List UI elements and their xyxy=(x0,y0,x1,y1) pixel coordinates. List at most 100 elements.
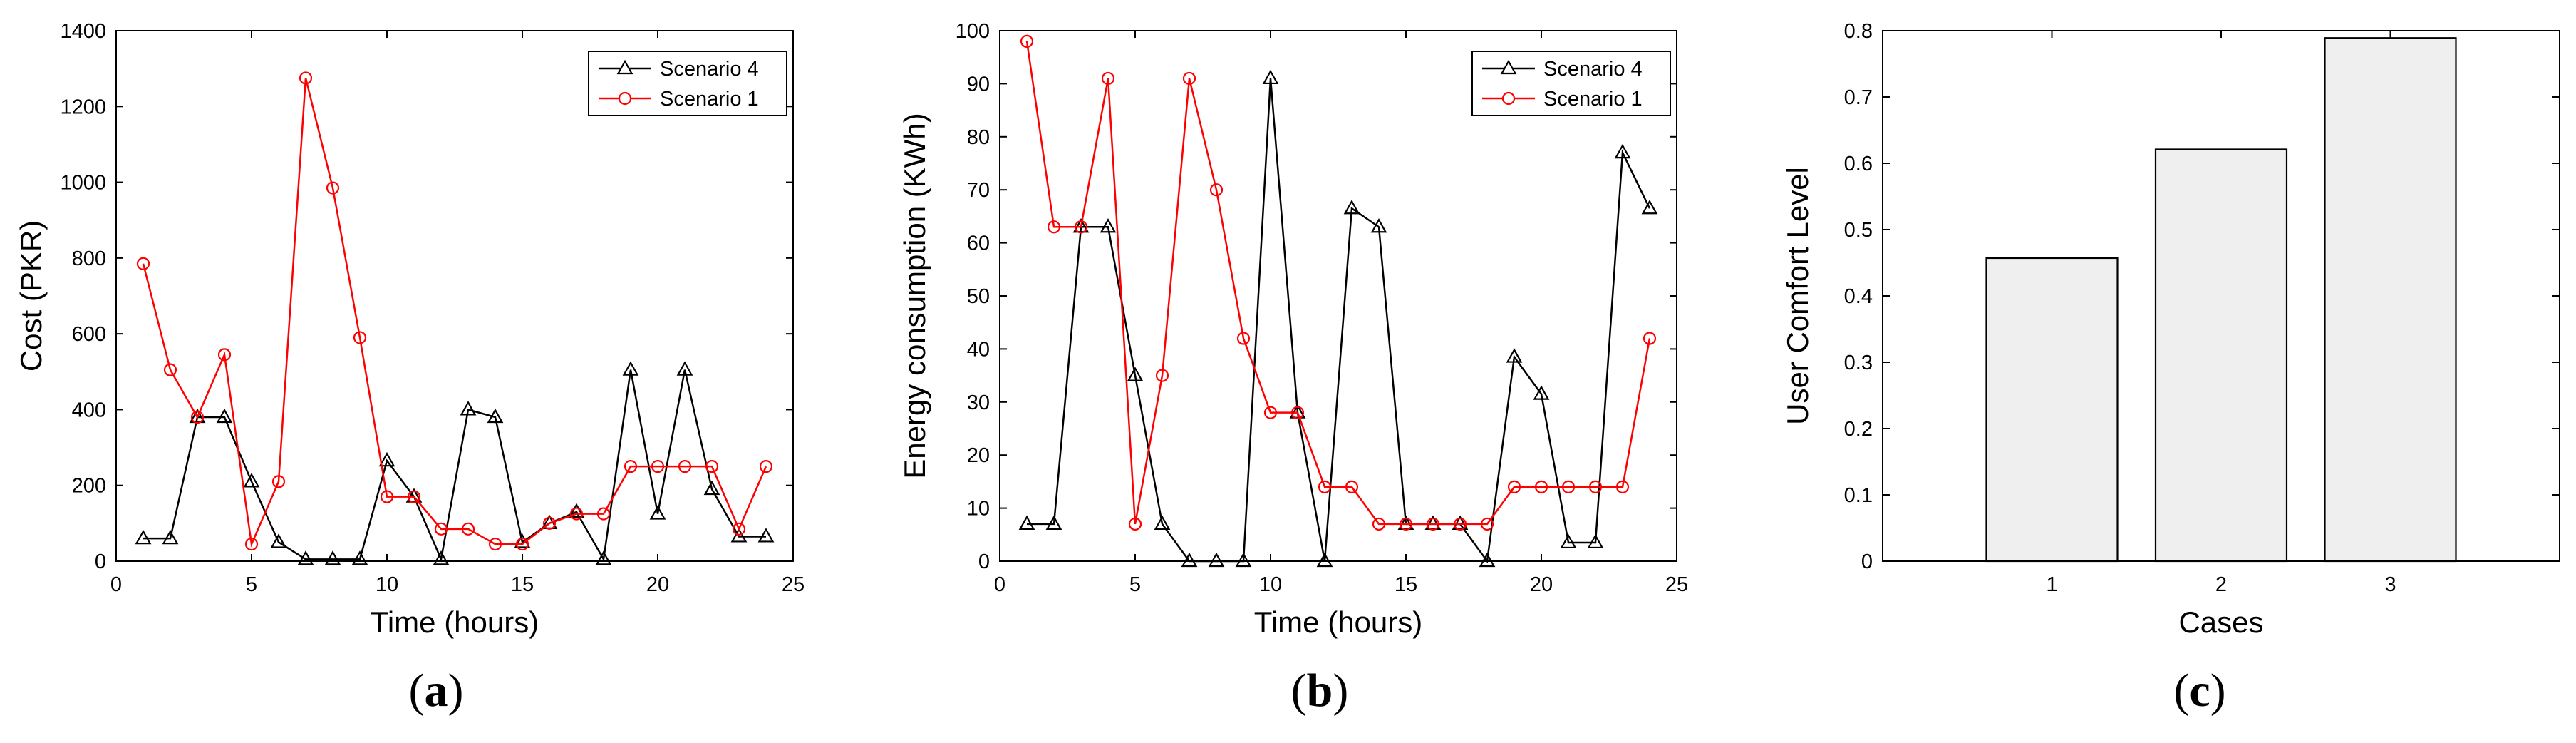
data-point-scenario-1 xyxy=(542,516,557,530)
data-point-scenario-1 xyxy=(1480,517,1494,531)
y-tick-label: 10 xyxy=(967,498,990,521)
data-point-scenario-1 xyxy=(1209,183,1224,197)
y-axis-label: User Comfort Level xyxy=(1781,167,1814,425)
data-point-scenario-1 xyxy=(705,460,719,473)
data-point-scenario-4 xyxy=(1506,348,1523,363)
caption-open-paren: ( xyxy=(1291,665,1307,717)
data-point-scenario-1 xyxy=(1047,220,1061,234)
panel-caption-b: (b) xyxy=(1291,665,1349,717)
data-point-scenario-4 xyxy=(568,503,585,518)
y-tick-label: 40 xyxy=(967,338,990,361)
data-point-scenario-4 xyxy=(622,361,639,376)
data-point-scenario-1 xyxy=(732,522,746,536)
x-tick-label: 20 xyxy=(1530,573,1553,596)
data-point-scenario-1 xyxy=(1507,480,1521,493)
data-point-scenario-1 xyxy=(244,537,259,551)
data-point-scenario-4 xyxy=(270,533,287,548)
y-tick-label: 0.7 xyxy=(1844,86,1873,109)
data-point-scenario-4 xyxy=(487,408,504,424)
data-point-scenario-1 xyxy=(190,410,205,424)
data-point-scenario-4 xyxy=(1343,199,1360,215)
bar-case-1 xyxy=(1985,257,2119,563)
legend-marker-triangle xyxy=(1500,59,1517,75)
data-point-scenario-4 xyxy=(1614,143,1631,159)
y-tick-label: 0.6 xyxy=(1844,153,1873,175)
x-tick-label: 0 xyxy=(110,573,122,596)
y-tick-labels: 0 200 400 600 800 1000 1200 1400 xyxy=(60,20,793,573)
data-point-scenario-4 xyxy=(324,550,341,565)
x-tick-label: 15 xyxy=(1395,573,1417,596)
data-point-scenario-1 xyxy=(624,460,638,473)
x-tick-labels: 0 5 10 15 20 25 xyxy=(994,31,1688,596)
data-point-scenario-1 xyxy=(1453,517,1467,531)
y-tick-label: 70 xyxy=(967,179,990,202)
axes-frame xyxy=(999,30,1677,562)
axes-frame xyxy=(115,30,794,562)
data-point-scenario-4 xyxy=(460,401,477,416)
y-tick-label: 800 xyxy=(72,247,106,270)
caption-letter: b xyxy=(1307,665,1333,717)
y-tick-label: 0.4 xyxy=(1844,285,1873,308)
legend-marker xyxy=(618,91,632,106)
legend-box xyxy=(588,51,787,116)
data-point-scenario-1 xyxy=(488,537,502,551)
data-point-scenario-1 xyxy=(1372,517,1386,531)
legend-marker xyxy=(1501,91,1516,106)
legend: Scenario 4 Scenario 1 xyxy=(1471,51,1671,116)
y-tick-label: 1000 xyxy=(60,172,106,195)
data-point-scenario-4 xyxy=(1018,515,1035,531)
legend: Scenario 4 Scenario 1 xyxy=(588,51,787,116)
data-point-scenario-4 xyxy=(433,550,450,565)
legend-marker-circle xyxy=(618,91,632,106)
caption-open-paren: ( xyxy=(2173,665,2189,717)
data-point-scenario-1 xyxy=(136,257,150,270)
data-point-scenario-1 xyxy=(596,507,611,521)
panel-caption-a: (a) xyxy=(409,665,464,717)
plot-area xyxy=(1018,34,1658,568)
data-point-scenario-4 xyxy=(297,550,314,565)
data-point-scenario-1 xyxy=(1534,480,1548,493)
data-point-scenario-4 xyxy=(378,451,395,467)
y-tick-label: 30 xyxy=(967,391,990,414)
y-tick-label: 80 xyxy=(967,126,990,149)
y-tick-labels: 0 0.1 0.2 0.3 0.4 0.5 0.6 0.7 0.8 xyxy=(1844,20,2560,573)
comfort-bar-chart: 0 0.1 0.2 0.3 0.4 0.5 0.6 0.7 0.8 1 2 3 Cases User… xyxy=(1781,20,2560,717)
data-point-scenario-1 xyxy=(380,490,394,503)
data-point-scenario-1 xyxy=(1020,34,1034,48)
y-tick-label: 60 xyxy=(967,232,990,255)
data-point-scenario-1 xyxy=(1426,517,1440,531)
energy-line-chart: 0 10 20 30 40 50 60 70 80 90 100 0 5 10 15 20 25 Time (… xyxy=(898,20,1688,717)
y-axis-label: Energy consumption (KWh) xyxy=(898,113,931,479)
data-point-scenario-4 xyxy=(595,550,612,565)
x-tick-label: 20 xyxy=(646,573,669,596)
caption-letter: c xyxy=(2189,665,2210,717)
data-point-scenario-4 xyxy=(757,528,775,543)
y-axis-label: Cost (PKR) xyxy=(14,220,48,372)
data-point-scenario-4 xyxy=(1154,515,1171,531)
x-tick-label: 15 xyxy=(511,573,534,596)
legend-marker-circle xyxy=(1501,91,1516,106)
plot-area xyxy=(1985,37,2457,563)
data-point-scenario-4 xyxy=(1100,218,1117,233)
data-point-scenario-1 xyxy=(407,490,421,503)
data-point-scenario-1 xyxy=(1101,71,1115,86)
legend-label-scenario-4: Scenario 4 xyxy=(1543,58,1643,81)
legend-box xyxy=(1471,51,1671,116)
y-tick-label: 400 xyxy=(72,399,106,421)
x-tick-label: 10 xyxy=(1259,573,1282,596)
data-point-scenario-1 xyxy=(1236,332,1251,345)
legend-marker-triangle xyxy=(616,59,633,75)
data-point-scenario-1 xyxy=(1155,369,1169,382)
data-point-scenario-4 xyxy=(1641,199,1658,215)
cost-line-chart: 0 200 400 600 800 1000 1200 1400 0 5 10 15 20 25 Tim… xyxy=(14,20,805,717)
legend-label-scenario-1: Scenario 1 xyxy=(1543,88,1643,111)
data-point-scenario-1 xyxy=(271,475,286,488)
x-tick-label: 3 xyxy=(2384,573,2396,596)
data-point-scenario-4 xyxy=(1208,552,1225,568)
data-point-scenario-1 xyxy=(434,522,448,536)
data-point-scenario-4 xyxy=(1533,385,1550,400)
data-point-scenario-4 xyxy=(649,505,666,520)
data-point-scenario-4 xyxy=(216,408,233,424)
y-tick-label: 0 xyxy=(1861,550,1873,573)
